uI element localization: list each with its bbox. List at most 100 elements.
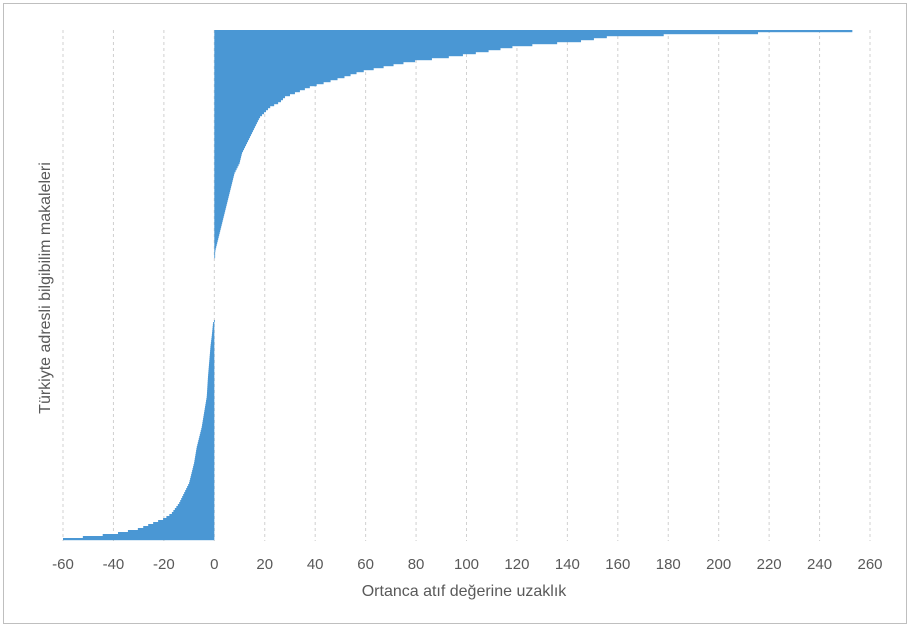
bar [214,52,476,55]
bar [177,504,215,507]
bar [209,356,215,359]
bar [203,414,215,417]
bar [210,348,215,351]
bar [214,186,232,189]
bar [204,408,215,411]
bar [210,344,215,347]
chart-frame [3,3,907,624]
bar [163,518,215,521]
bar [214,184,232,187]
bar [208,372,215,375]
bar [214,132,252,135]
bar [214,168,237,171]
bar [212,332,215,335]
bar [205,404,215,407]
bar [209,360,215,363]
bar [214,64,394,67]
bar [214,80,331,83]
bar [210,346,215,349]
x-tick-label: -40 [103,556,125,573]
bar [192,470,215,473]
bar [214,60,416,63]
bar [166,516,215,519]
bar [196,448,215,451]
bar [203,418,215,421]
bar [214,76,345,79]
bar [214,208,226,211]
bar [214,248,216,251]
x-tick-label: 140 [555,556,580,573]
bar [190,478,215,481]
bar [214,84,317,87]
bar [207,378,215,381]
bar [214,32,759,35]
bar [214,68,374,71]
bar [192,468,215,471]
x-tick-label: 0 [210,556,218,573]
x-tick-label: 240 [807,556,832,573]
bar [214,94,290,97]
bar [214,240,218,243]
bar [206,400,215,403]
bar [205,402,215,405]
bar [158,520,215,523]
bar [212,324,215,327]
bar [214,170,236,173]
bar [210,342,215,345]
bar [213,322,215,325]
bar [214,100,281,103]
bar [143,526,215,529]
bar [214,54,463,57]
bar [127,530,215,533]
bar [214,96,286,99]
bar [214,154,242,157]
bar [137,528,215,531]
bar [214,44,533,47]
bar [211,336,215,339]
bar [214,224,222,227]
bar [209,354,215,357]
bar [207,386,215,389]
bar [214,236,219,239]
bar [214,234,220,237]
bar [195,456,215,459]
bar [171,512,215,515]
bar [206,398,215,401]
bar [214,62,404,65]
bar [203,416,215,419]
bar [182,496,215,499]
bar [214,118,259,121]
bar [181,498,215,501]
bar [214,30,853,33]
y-axis-label: Türkiyte adresli bilgibilim makaleleri [37,162,54,414]
bar [214,226,222,229]
bar [214,42,558,45]
bar [214,102,279,105]
bar [206,396,215,399]
bar [214,222,223,225]
bar [148,524,215,527]
bar [189,482,215,485]
bar [214,206,227,209]
bar [174,508,215,511]
bar [212,328,215,331]
bar [191,472,215,475]
bar [197,442,215,445]
bar [180,500,215,503]
bar [214,88,305,91]
bar [214,78,338,81]
bar [214,214,225,217]
bar [202,420,215,423]
bar [214,232,220,235]
bar [214,56,449,59]
bar [207,390,215,393]
bar [214,70,364,73]
bar [214,90,300,93]
bar [214,180,233,183]
bar [208,366,215,369]
bar [214,244,217,247]
bar [214,98,283,101]
bar [214,112,265,115]
bar [201,426,215,429]
x-tick-label: 160 [605,556,630,573]
